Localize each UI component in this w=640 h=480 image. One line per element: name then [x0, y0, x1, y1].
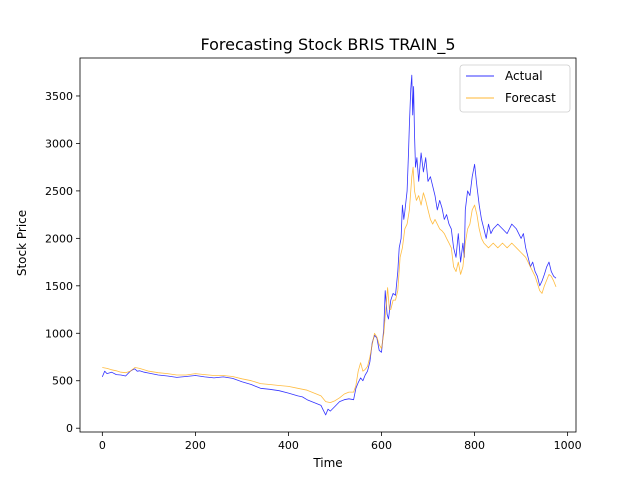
- y-tick-label: 3500: [45, 90, 73, 103]
- legend-box: [459, 64, 571, 113]
- legend: Actual Forecast: [459, 64, 571, 113]
- x-tick-label: 1000: [554, 439, 582, 452]
- y-tick-label: 2000: [45, 232, 73, 245]
- y-tick-label: 1500: [45, 280, 73, 293]
- x-axis-ticks: 0 200 400 600 800 1000: [99, 432, 582, 452]
- y-axis-label: Stock Price: [15, 210, 29, 276]
- y-axis-ticks: 0 500 1000 1500 2000 2500 3000 3500: [45, 90, 80, 435]
- x-tick-label: 0: [99, 439, 106, 452]
- y-tick-label: 0: [66, 422, 73, 435]
- y-tick-label: 500: [52, 375, 73, 388]
- y-tick-label: 1000: [45, 327, 73, 340]
- chart-title: Forecasting Stock BRIS TRAIN_5: [200, 35, 455, 55]
- x-tick-label: 200: [185, 439, 206, 452]
- legend-label-forecast: Forecast: [505, 91, 556, 105]
- x-tick-label: 400: [278, 439, 299, 452]
- plot-area-frame: [79, 57, 577, 433]
- y-tick-label: 2500: [45, 185, 73, 198]
- series-layer: [101, 74, 557, 416]
- y-tick-label: 3000: [45, 137, 73, 150]
- x-tick-label: 600: [371, 439, 392, 452]
- x-axis-label: Time: [312, 456, 342, 470]
- series-line-forecast: [102, 166, 557, 404]
- series-line-actual: [101, 74, 557, 416]
- x-tick-label: 800: [464, 439, 485, 452]
- legend-label-actual: Actual: [505, 69, 543, 83]
